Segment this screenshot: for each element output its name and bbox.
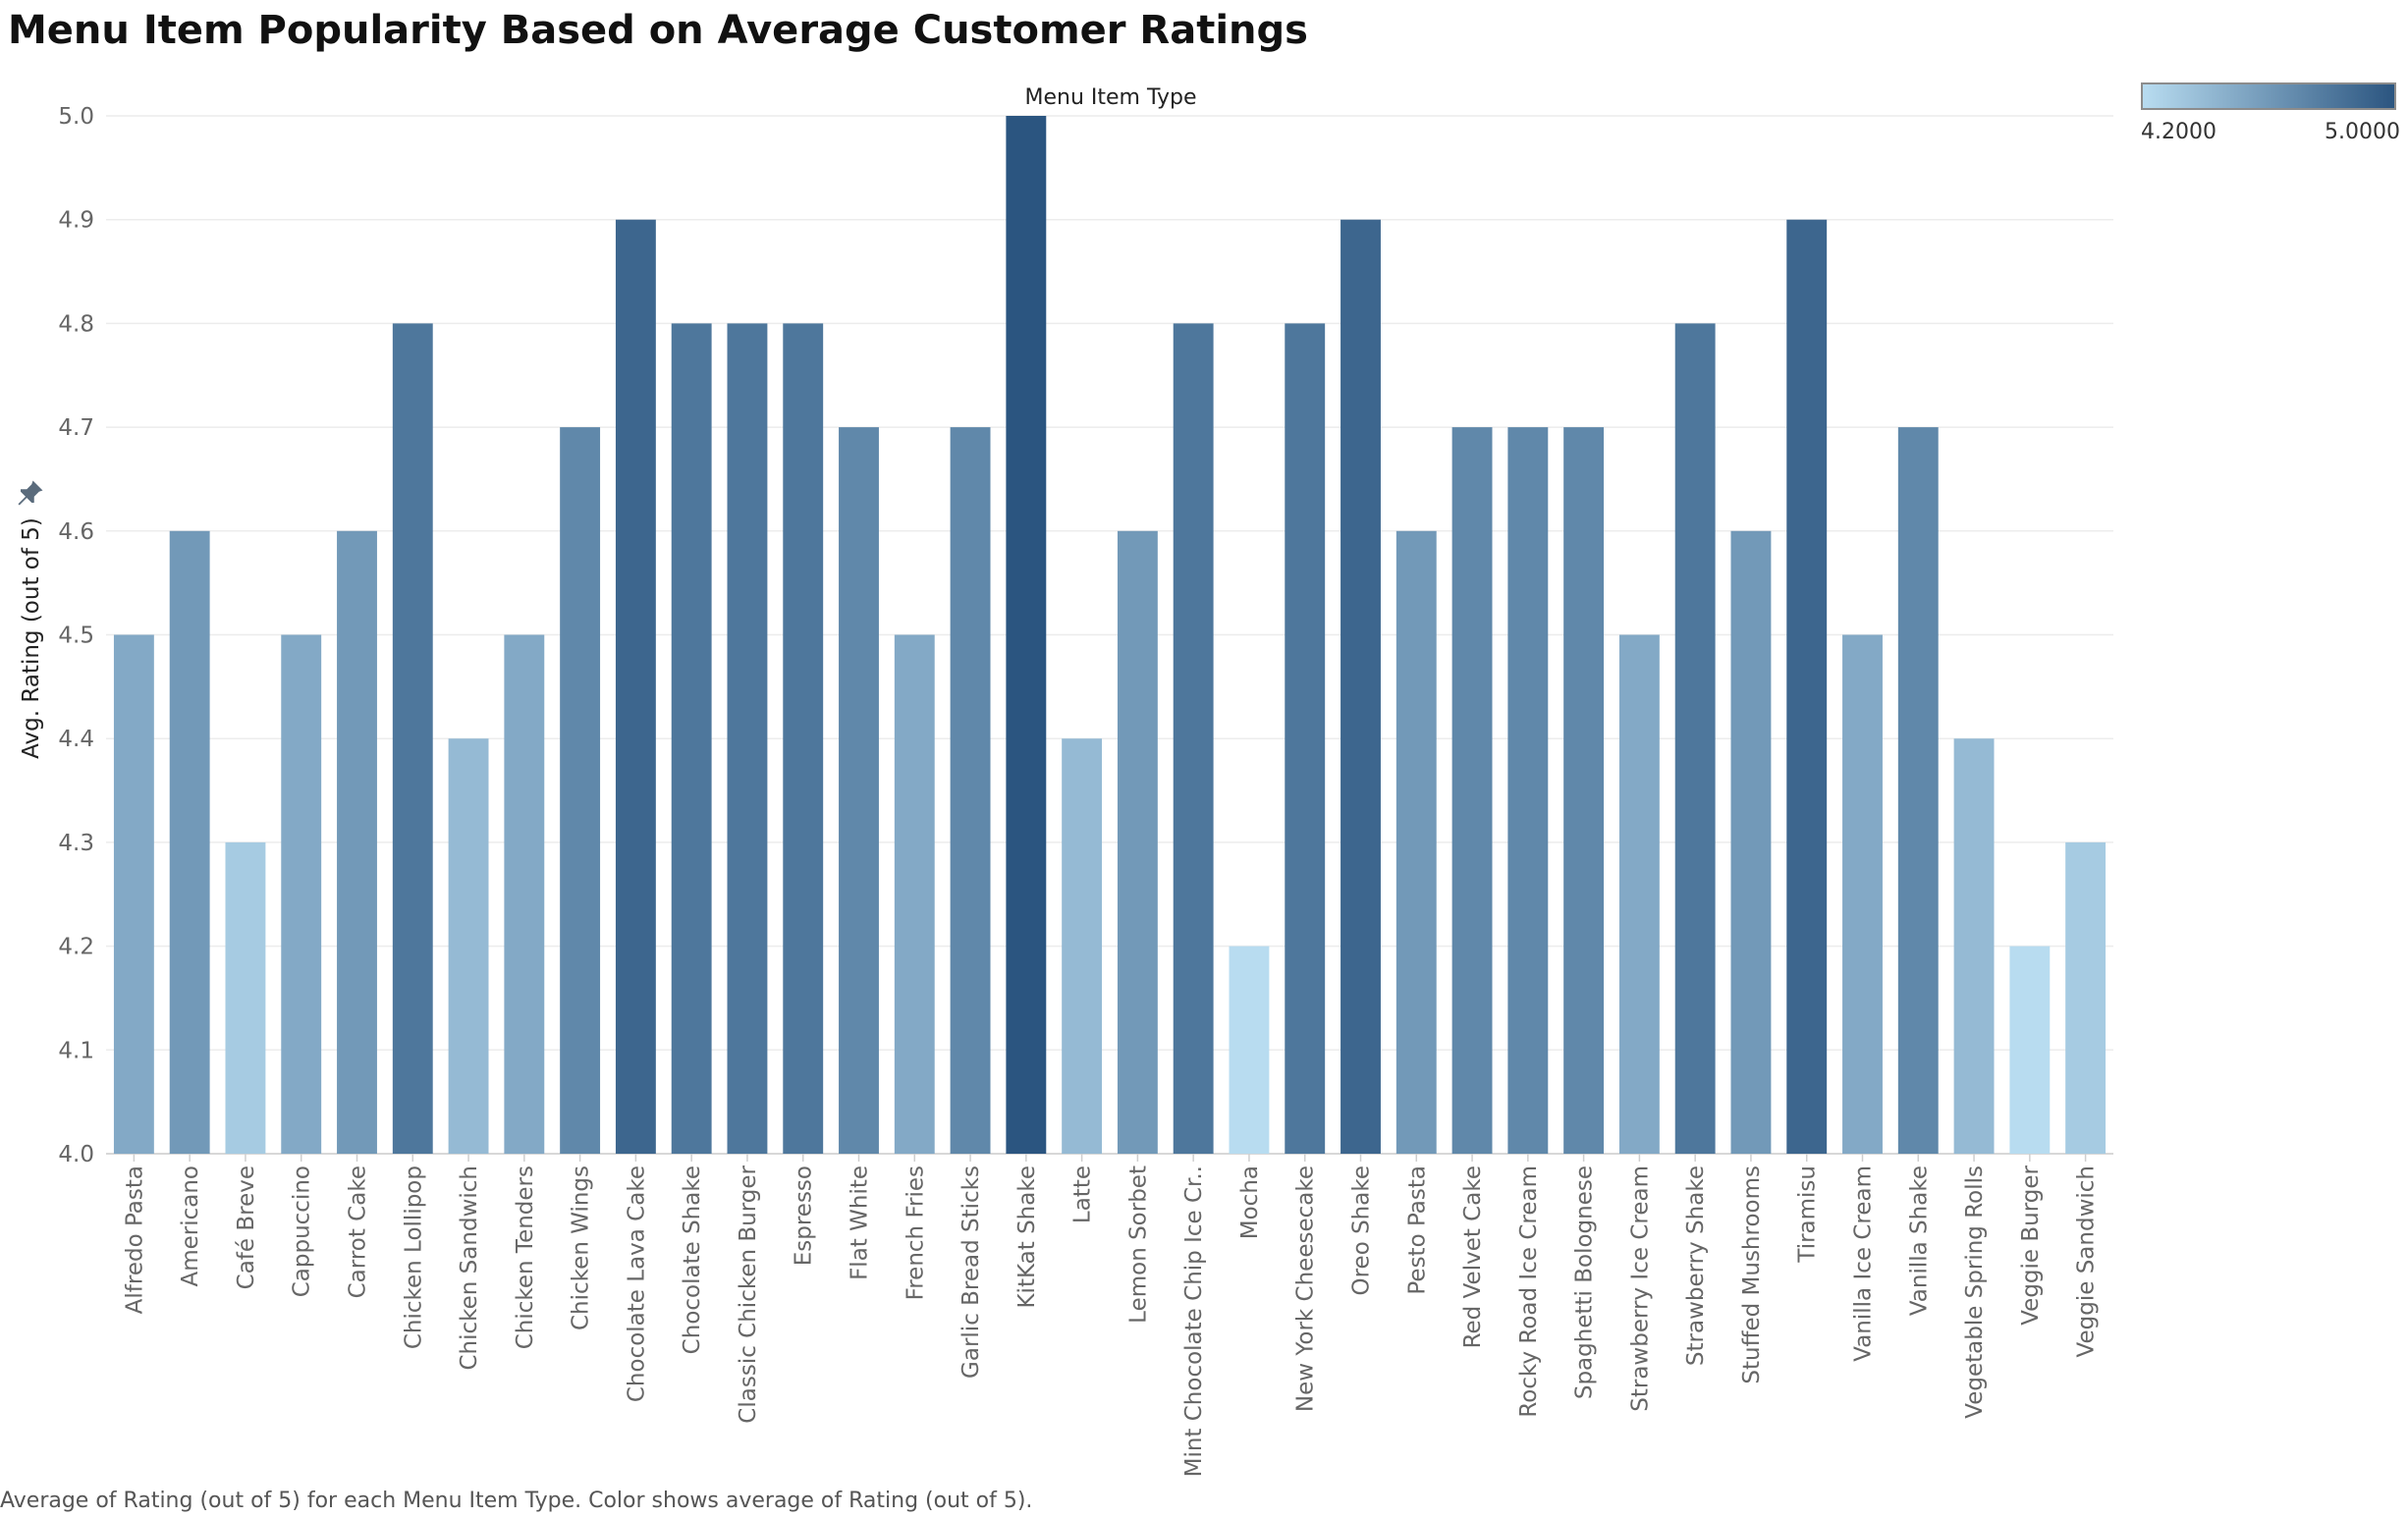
bar[interactable] [1285, 323, 1326, 1154]
x-tick-label: Chicken Tenders [513, 1166, 538, 1349]
x-tick-label: Latte [1070, 1166, 1096, 1223]
x-tick-label: Vanilla Ice Cream [1851, 1166, 1877, 1362]
bar[interactable] [1897, 427, 1939, 1155]
y-tick-label: 4.4 [58, 727, 94, 752]
x-tick-label: Vegetable Spring Rolls [1962, 1166, 1988, 1419]
bar[interactable] [1842, 634, 1883, 1155]
x-tick-label: Chicken Wings [569, 1166, 594, 1330]
x-tick-label: Tiramisu [1795, 1166, 1821, 1264]
bar[interactable] [560, 427, 601, 1155]
y-tick-label: 4.7 [58, 415, 94, 441]
bar[interactable] [1341, 219, 1381, 1154]
x-tick-label: Strawberry Shake [1683, 1166, 1709, 1366]
x-tick-label: Chocolate Lava Cake [624, 1166, 649, 1402]
x-tick-label: Flat White [848, 1166, 873, 1280]
chart-caption: Average of Rating (out of 5) for each Me… [0, 1489, 1033, 1513]
bar[interactable] [615, 219, 656, 1154]
x-tick-label: Café Breve [234, 1166, 259, 1289]
bar[interactable] [504, 634, 545, 1155]
bar[interactable] [1953, 738, 1995, 1154]
x-tick-label: Pesto Pasta [1404, 1166, 1430, 1295]
x-tick-label: Americano [178, 1166, 203, 1287]
y-tick-label: 4.8 [58, 311, 94, 337]
y-tick-label: 4.1 [58, 1038, 94, 1063]
bar[interactable] [1618, 634, 1660, 1155]
x-tick-label: Strawberry Ice Cream [1627, 1166, 1653, 1412]
x-tick-label: KitKat Shake [1014, 1166, 1040, 1309]
bar[interactable] [1229, 946, 1270, 1154]
x-tick-label: Garlic Bread Sticks [958, 1166, 984, 1379]
x-tick-label: Red Velvet Cake [1460, 1166, 1486, 1348]
bar[interactable] [950, 427, 991, 1155]
x-tick-label: Chicken Sandwich [457, 1166, 482, 1371]
x-tick-label: Mint Chocolate Chip Ice Cr.. [1181, 1166, 1207, 1477]
column-header: Menu Item Type [1024, 85, 1197, 110]
pin-icon[interactable] [16, 478, 45, 508]
bar[interactable] [1507, 427, 1549, 1155]
bar[interactable] [2009, 946, 2051, 1154]
x-tick-label: Mocha [1237, 1166, 1263, 1239]
x-tick-label: Espresso [792, 1166, 817, 1266]
y-tick-label: 4.3 [58, 831, 94, 856]
bar[interactable] [839, 427, 879, 1155]
bar[interactable] [1173, 323, 1214, 1154]
color-legend[interactable]: 4.2000 5.0000 [2141, 82, 2400, 144]
legend-max-label: 5.0000 [2325, 120, 2400, 144]
bar[interactable] [1396, 530, 1437, 1154]
bar[interactable] [671, 323, 712, 1154]
x-tick-label: Carrot Cake [346, 1166, 371, 1298]
bar[interactable] [337, 530, 377, 1154]
x-tick-label: Veggie Burger [2018, 1165, 2044, 1325]
bar[interactable] [448, 738, 489, 1154]
bar[interactable] [1563, 427, 1605, 1155]
bar[interactable] [1730, 530, 1772, 1154]
x-tick-label: Spaghetti Bolognese [1572, 1166, 1598, 1399]
bar[interactable] [783, 323, 824, 1154]
y-tick-label: 4.9 [58, 208, 94, 234]
bar[interactable] [1674, 323, 1716, 1154]
y-tick-label: 4.5 [58, 623, 94, 649]
bar[interactable] [894, 634, 935, 1155]
chart-title: Menu Item Popularity Based on Average Cu… [8, 8, 1308, 53]
x-tick-label: Lemon Sorbet [1125, 1166, 1151, 1324]
x-tick-label: Alfredo Pasta [122, 1166, 147, 1314]
bar[interactable] [1117, 530, 1158, 1154]
bar[interactable] [2065, 841, 2107, 1154]
x-tick-label: Rocky Road Ice Cream [1516, 1166, 1542, 1418]
bar[interactable] [727, 323, 768, 1154]
bar[interactable] [392, 323, 433, 1154]
x-tick-label: French Fries [903, 1166, 928, 1300]
bar[interactable] [113, 634, 154, 1155]
x-tick-label: New York Cheesecake [1293, 1166, 1319, 1412]
y-tick-label: 4.6 [58, 519, 94, 545]
x-tick-label: Stuffed Mushrooms [1739, 1166, 1765, 1384]
x-tick-label: Classic Chicken Burger [736, 1165, 761, 1423]
y-tick-label: 4.2 [58, 935, 94, 960]
x-tick-label: Chicken Lollipop [401, 1166, 426, 1349]
bar[interactable] [1786, 219, 1828, 1154]
bar[interactable] [1451, 427, 1493, 1155]
x-tick-label: Veggie Sandwich [2074, 1166, 2100, 1357]
y-tick-label: 4.0 [58, 1142, 94, 1167]
bar[interactable] [1062, 738, 1103, 1154]
x-tick-label: Oreo Shake [1349, 1166, 1375, 1296]
x-tick-label: Cappuccino [290, 1166, 315, 1297]
legend-min-label: 4.2000 [2141, 120, 2216, 144]
bar[interactable] [225, 841, 266, 1154]
x-tick-label: Vanilla Shake [1906, 1166, 1932, 1316]
bar[interactable] [1006, 116, 1047, 1154]
bar[interactable] [281, 634, 322, 1155]
bar[interactable] [169, 530, 210, 1154]
color-legend-gradient [2141, 82, 2396, 110]
y-tick-label: 5.0 [58, 104, 94, 130]
x-tick-label: Chocolate Shake [680, 1166, 705, 1354]
